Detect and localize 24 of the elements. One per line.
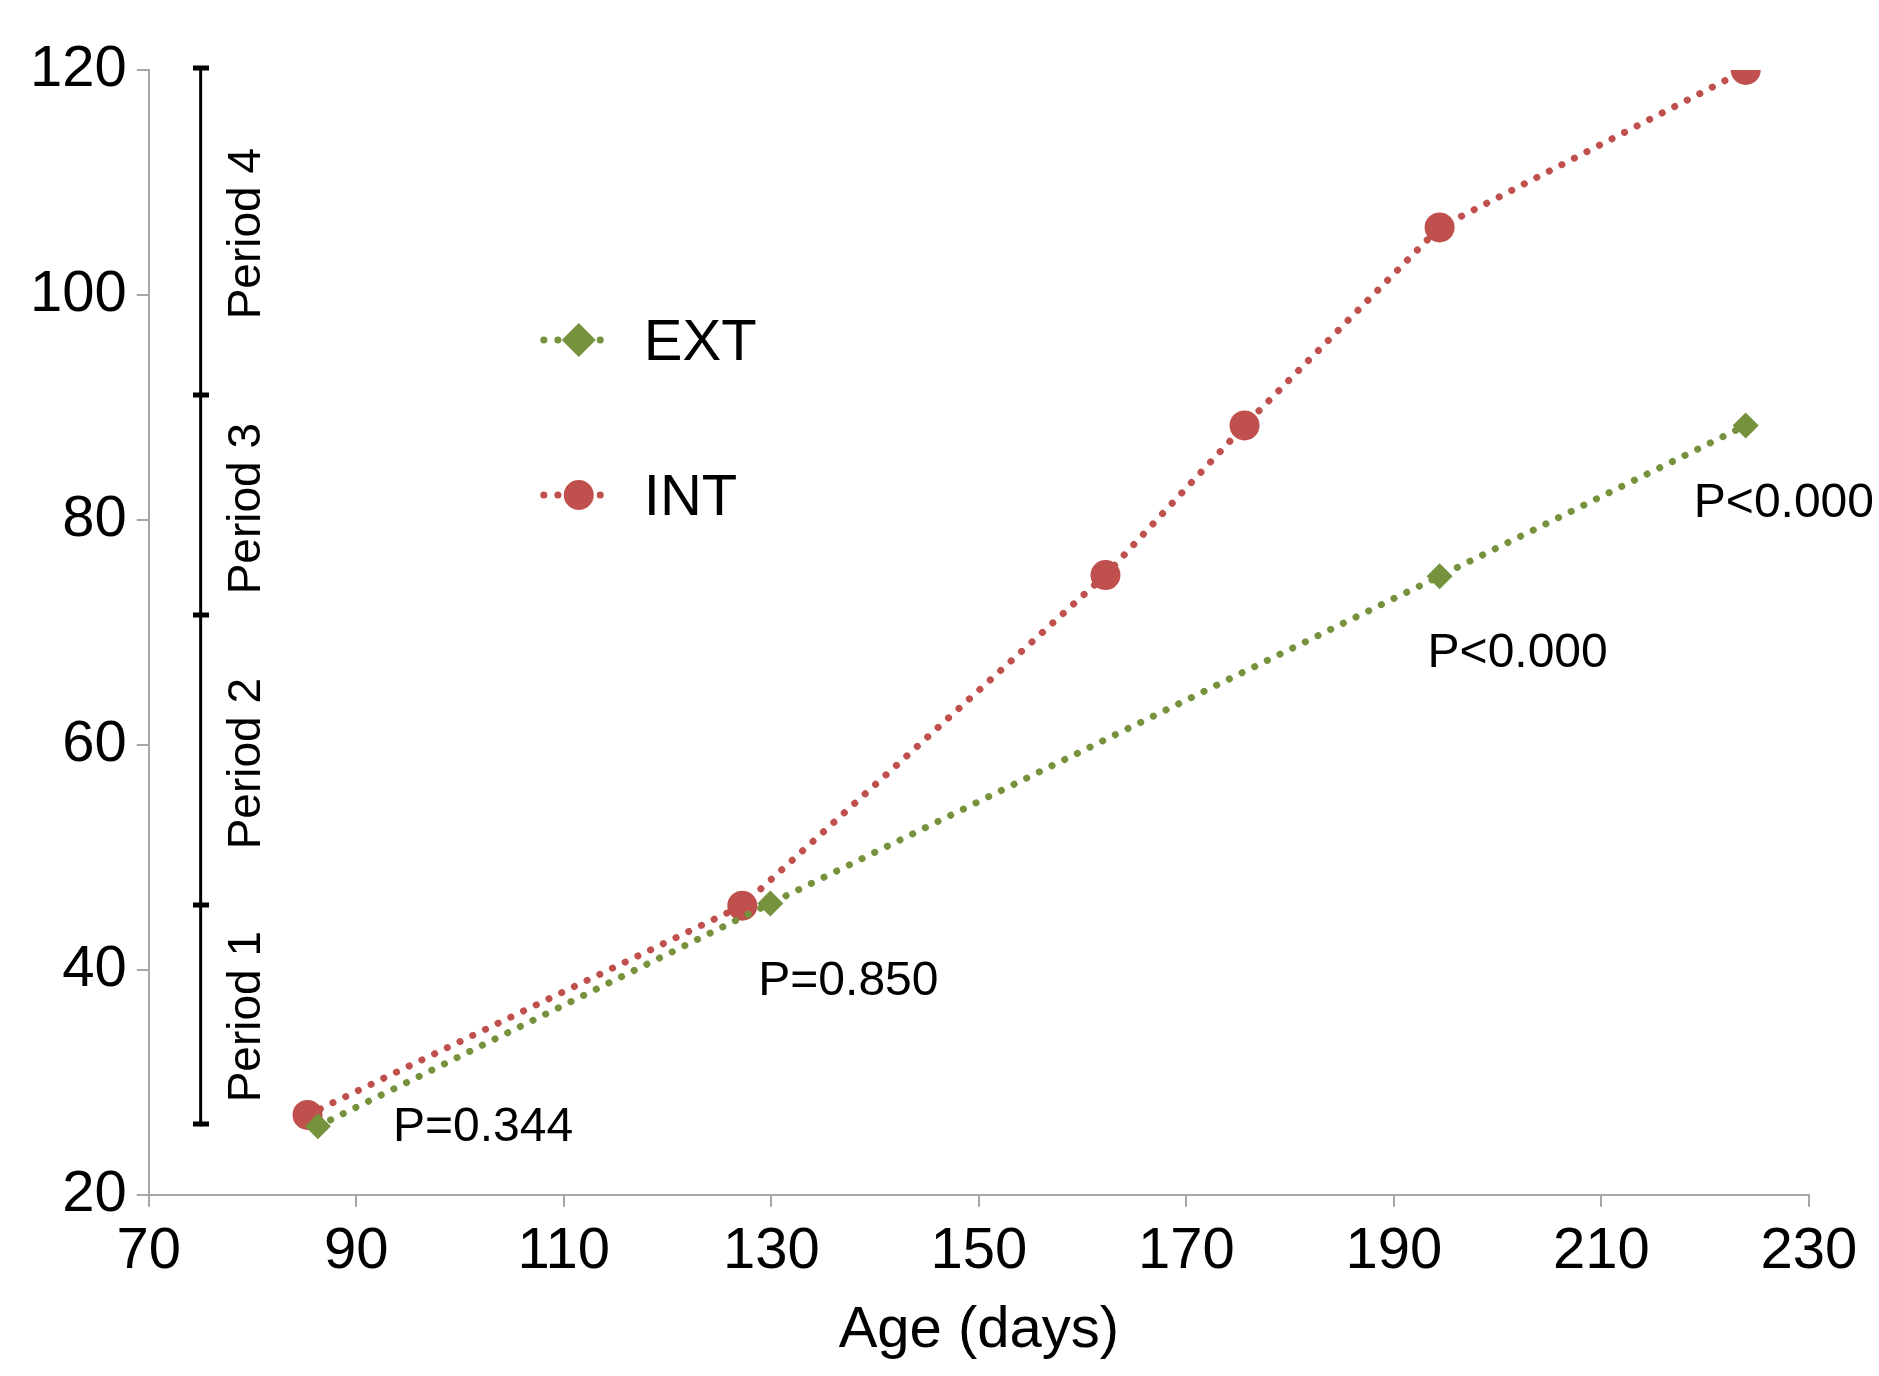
annotation: P=0.850 <box>758 951 939 1005</box>
y-tick-label: 120 <box>29 33 127 98</box>
x-tick-label: 170 <box>1138 1214 1235 1280</box>
legend-label: INT <box>643 462 738 527</box>
legend-label: EXT <box>643 307 757 372</box>
x-tick-label: 150 <box>930 1214 1028 1280</box>
x-axis-title: Age (days) <box>838 1294 1120 1360</box>
annotation: Period 1 <box>217 930 271 1103</box>
y-tick-label: 100 <box>29 257 127 323</box>
x-tick-label: 230 <box>1760 1214 1858 1280</box>
x-tick-label: 190 <box>1345 1214 1443 1280</box>
y-tick-label: 40 <box>62 932 127 998</box>
x-tick-label: 110 <box>517 1214 611 1280</box>
annotation: P=0.344 <box>392 1098 574 1152</box>
annotation: Period 4 <box>217 147 271 320</box>
annotation: P<0.000 <box>1693 473 1875 527</box>
annotation: Period 2 <box>217 678 271 850</box>
x-tick-label: 90 <box>324 1214 389 1280</box>
y-tick-label: 60 <box>62 707 127 773</box>
annotation: P<0.000 <box>1427 624 1608 678</box>
annotation: Period 3 <box>217 423 271 595</box>
x-tick-label: 130 <box>722 1214 820 1280</box>
y-tick-label: 80 <box>62 482 127 548</box>
x-tick-label: 210 <box>1553 1214 1650 1280</box>
